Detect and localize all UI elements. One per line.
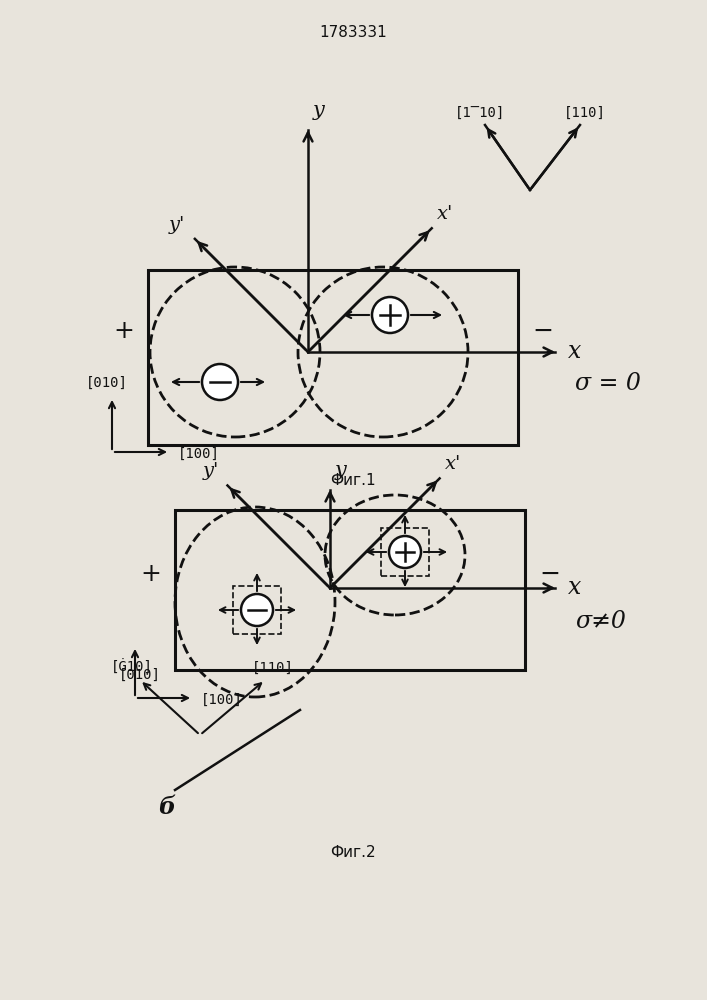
Circle shape [202, 364, 238, 400]
Circle shape [372, 297, 408, 333]
Text: x: x [568, 340, 581, 363]
Text: σ = 0: σ = 0 [575, 372, 641, 395]
Text: y: y [335, 461, 346, 480]
Bar [381, 528, 429, 576]
Text: [1̅10]: [1̅10] [455, 106, 505, 120]
Text: y: y [313, 101, 325, 120]
Text: y': y' [168, 216, 185, 234]
Text: б: б [158, 795, 175, 819]
Text: x': x' [437, 205, 453, 223]
Bar [148, 270, 518, 445]
Bar [233, 586, 281, 634]
Text: [100]: [100] [201, 693, 243, 707]
Bar [175, 510, 525, 670]
Text: Фиг.2: Фиг.2 [330, 845, 376, 860]
Text: +: + [113, 319, 134, 343]
Circle shape [389, 536, 421, 568]
Text: Фиг.1: Фиг.1 [330, 473, 376, 488]
Text: y': y' [203, 462, 219, 480]
Text: x: x [568, 576, 581, 599]
Text: x': x' [445, 455, 461, 473]
Text: [110]: [110] [564, 106, 606, 120]
Text: [010]: [010] [86, 376, 128, 390]
Text: 1783331: 1783331 [319, 25, 387, 40]
Text: [010]: [010] [119, 668, 161, 682]
Circle shape [241, 594, 273, 626]
Text: σ≠0: σ≠0 [575, 610, 626, 634]
Text: [110]: [110] [252, 661, 294, 675]
Text: +: + [140, 562, 161, 586]
Text: [Ġ10]: [Ġ10] [111, 660, 153, 675]
Text: −: − [539, 562, 560, 586]
Text: −: − [532, 319, 553, 343]
Text: [100]: [100] [178, 447, 220, 461]
